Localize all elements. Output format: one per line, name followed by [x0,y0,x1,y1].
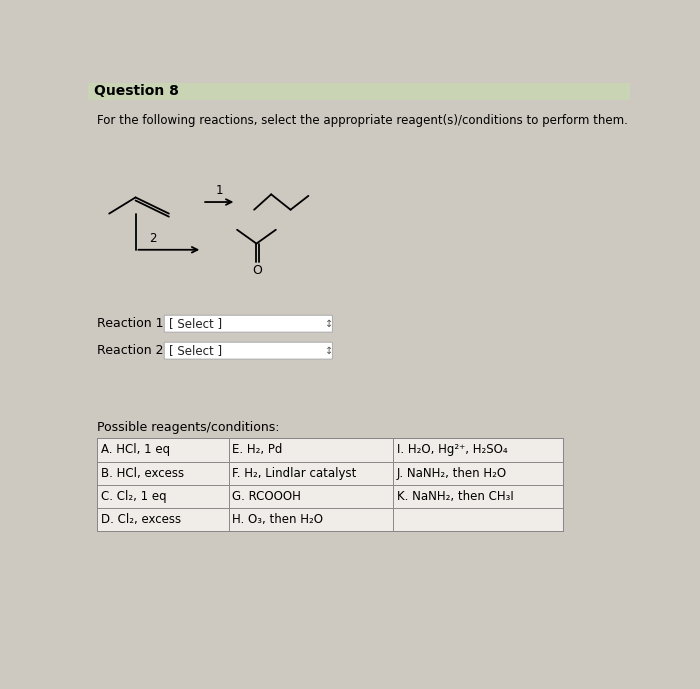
FancyBboxPatch shape [97,438,564,531]
Text: [ Select ]: [ Select ] [169,317,222,330]
Text: Possible reagents/conditions:: Possible reagents/conditions: [97,422,279,435]
FancyBboxPatch shape [164,342,332,359]
Text: G. RCOOOH: G. RCOOOH [232,490,301,503]
Text: ↕: ↕ [326,319,334,329]
Text: 1: 1 [216,185,223,198]
Text: A. HCl, 1 eq: A. HCl, 1 eq [101,444,170,457]
FancyBboxPatch shape [88,83,630,100]
Text: Reaction 2:: Reaction 2: [97,344,167,357]
Text: Reaction 1:: Reaction 1: [97,317,167,330]
Text: [ Select ]: [ Select ] [169,344,222,357]
Text: F. H₂, Lindlar catalyst: F. H₂, Lindlar catalyst [232,466,357,480]
Text: I. H₂O, Hg²⁺, H₂SO₄: I. H₂O, Hg²⁺, H₂SO₄ [397,444,508,457]
Text: O: O [252,265,262,278]
Text: H. O₃, then H₂O: H. O₃, then H₂O [232,513,323,526]
Text: Question 8: Question 8 [94,84,178,98]
Text: D. Cl₂, excess: D. Cl₂, excess [101,513,181,526]
Text: K. NaNH₂, then CH₃I: K. NaNH₂, then CH₃I [397,490,514,503]
Text: E. H₂, Pd: E. H₂, Pd [232,444,283,457]
Text: ↕: ↕ [326,346,334,356]
Text: J. NaNH₂, then H₂O: J. NaNH₂, then H₂O [397,466,507,480]
Text: For the following reactions, select the appropriate reagent(s)/conditions to per: For the following reactions, select the … [97,114,628,127]
Text: 2: 2 [150,232,157,245]
Text: C. Cl₂, 1 eq: C. Cl₂, 1 eq [101,490,167,503]
FancyBboxPatch shape [164,316,332,332]
Text: B. HCl, excess: B. HCl, excess [101,466,184,480]
